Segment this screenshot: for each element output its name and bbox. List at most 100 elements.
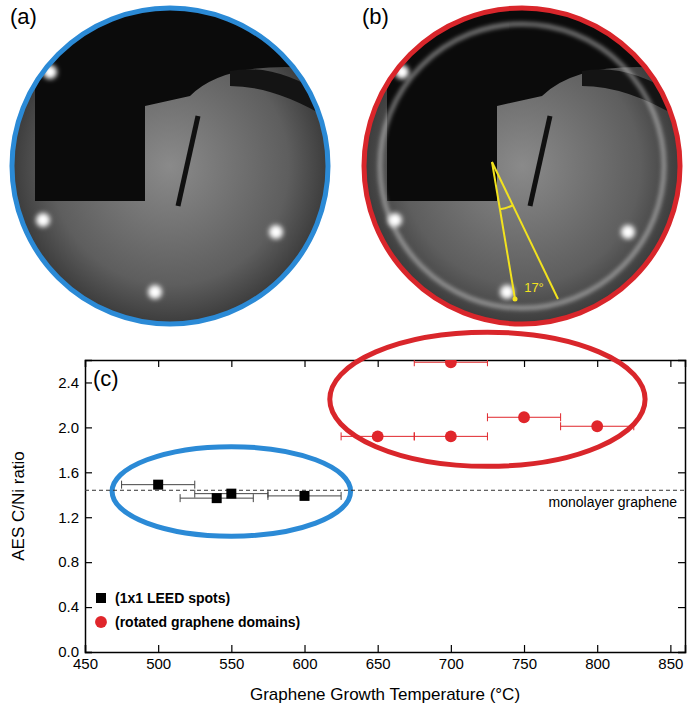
error-bar (122, 481, 195, 489)
tick: 750 (512, 645, 537, 672)
tick: 2.0 (58, 419, 92, 436)
error-bar-cap (194, 481, 195, 489)
holder-rod (530, 116, 550, 206)
y-axis-title: AES C/Ni ratio (9, 451, 28, 561)
tick-mark (231, 645, 232, 652)
tick-mark (85, 517, 92, 518)
tick (524, 360, 525, 367)
point (445, 430, 457, 442)
legend: (1x1 LEED spots) (rotated graphene domain… (95, 590, 300, 630)
point (226, 489, 236, 499)
x-axis: 450500550600650700750800850 (73, 645, 686, 672)
tick: 700 (439, 645, 464, 672)
tick-label: 2.0 (58, 419, 79, 436)
tick-label: 650 (366, 655, 391, 672)
tick-mark (670, 360, 671, 367)
tick: 0.8 (58, 553, 92, 570)
error-bar-cap (180, 494, 181, 502)
y-axis-right (678, 361, 686, 653)
tick: 1.2 (58, 509, 92, 526)
holder-arm (582, 69, 692, 126)
tick-mark (597, 645, 598, 652)
tick (678, 652, 685, 653)
error-bar (180, 494, 253, 502)
tick-mark (451, 645, 452, 652)
panel-ring (12, 8, 328, 324)
tick-mark (85, 472, 92, 473)
tick-mark (304, 360, 305, 367)
tick: 0.4 (58, 598, 92, 615)
tick-mark (678, 427, 685, 428)
leed-spot (36, 213, 50, 227)
point (153, 480, 163, 490)
angle-vertex (513, 297, 518, 302)
leed-panel: (b) 17° (362, 4, 692, 324)
error-bar-cap (487, 432, 488, 440)
tick: 1.6 (58, 464, 92, 481)
tick-mark (85, 652, 92, 653)
tick (678, 517, 685, 518)
tick (378, 360, 379, 367)
leed-spot (621, 225, 635, 239)
tick-mark (85, 427, 92, 428)
group-ellipse (330, 332, 645, 466)
tick (678, 607, 685, 608)
error-bar (195, 490, 268, 498)
leed-image (12, 6, 340, 324)
figure: (a)(b)17°4505005506006507007508008500.00… (0, 0, 700, 721)
series (122, 480, 342, 503)
tick-label: 0.0 (58, 643, 79, 660)
tick-mark (158, 360, 159, 367)
angle-label: 17° (524, 280, 544, 295)
tick (305, 360, 306, 367)
point (445, 360, 457, 368)
error-bar-cap (194, 490, 195, 498)
tick-mark (678, 472, 685, 473)
tick-label: 500 (146, 655, 171, 672)
reference-line (85, 490, 685, 491)
panel-label: (b) (362, 4, 389, 29)
holder-rod (178, 116, 198, 206)
legend-label: (rotated graphene domains) (115, 614, 300, 630)
tick: 650 (366, 645, 391, 672)
tick: 850 (658, 645, 683, 672)
tick: 550 (219, 645, 244, 672)
axis-line (86, 645, 686, 653)
tick (678, 472, 685, 473)
tick (678, 427, 685, 428)
reference-label: monolayer graphene (549, 494, 678, 510)
tick-mark (85, 360, 86, 367)
tick-label: 2.4 (58, 374, 79, 391)
tick-mark (678, 652, 685, 653)
error-bar-cap (633, 422, 634, 430)
tick-mark (678, 607, 685, 608)
angle-annotation: 17° (492, 162, 558, 302)
error-bar-cap (121, 481, 122, 489)
leed-spot (500, 285, 514, 299)
tick-label: 0.4 (58, 598, 79, 615)
diffraction-ring (380, 24, 664, 308)
error-bar-cap (487, 360, 488, 366)
tick-mark (678, 382, 685, 383)
panel-ring (364, 8, 680, 324)
tick-mark (524, 360, 525, 367)
error-bar-cap (560, 422, 561, 430)
error-bar-cap (487, 413, 488, 421)
y-axis: 0.0 0.4 0.8 1.2 1.6 2.0 2.4 (58, 361, 92, 661)
leed-spot (148, 285, 162, 299)
legend-label: (1x1 LEED spots) (115, 590, 230, 606)
panel-label: (a) (10, 4, 37, 29)
tick-label: 1.6 (58, 464, 79, 481)
tick-label: 1.2 (58, 509, 79, 526)
tick-label: 800 (585, 655, 610, 672)
tick-label: 700 (439, 655, 464, 672)
tick (670, 360, 671, 367)
point (591, 420, 603, 432)
plot-area (85, 360, 685, 503)
tick-mark (524, 645, 525, 652)
tick-label: 750 (512, 655, 537, 672)
tick (158, 360, 159, 367)
tick-mark (304, 645, 305, 652)
legend-symbol (96, 593, 106, 603)
tick (231, 360, 232, 367)
